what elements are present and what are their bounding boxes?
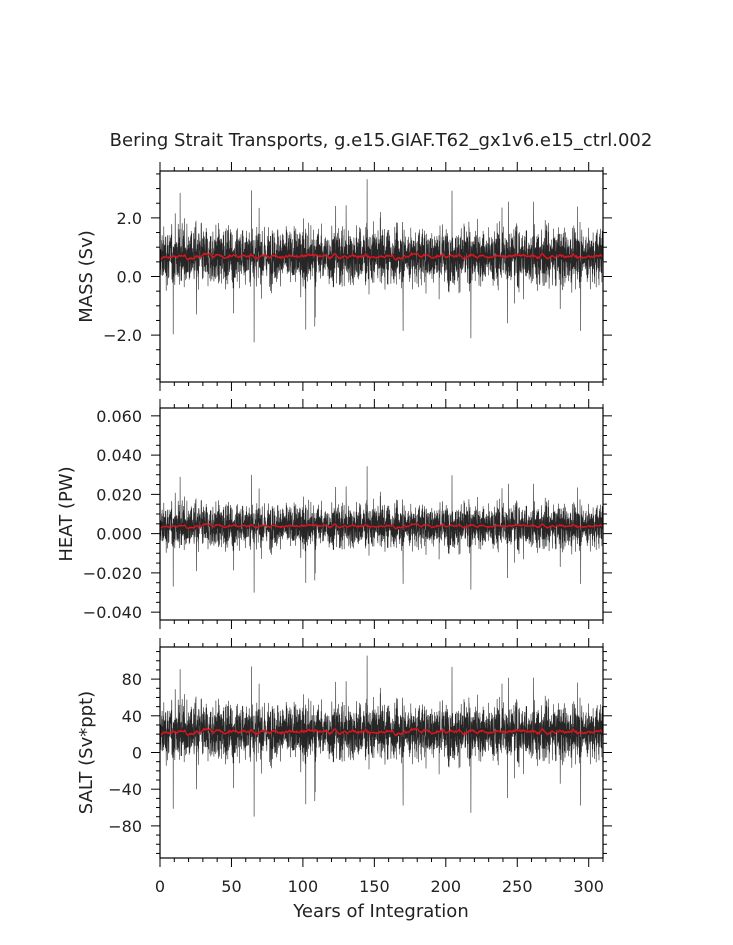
series-mass-raw xyxy=(159,179,604,343)
y-axis-label: MASS (Sv) xyxy=(76,230,97,323)
y-tick-label: 2.0 xyxy=(117,209,142,228)
y-tick-label: −0.040 xyxy=(83,603,142,622)
panel-heat: −0.040 −0.020 0.000 0.020 0.040 0.060 HEAT (PW… xyxy=(56,399,612,629)
y-tick-label: −80 xyxy=(108,817,142,836)
y-tick-label: 80 xyxy=(122,670,142,689)
y-tick-label: −0.020 xyxy=(83,564,142,583)
y-tick-label: −2.0 xyxy=(103,326,142,345)
y-tick-label: 0.0 xyxy=(117,268,142,287)
x-tick-label: 200 xyxy=(431,877,462,896)
panel-salt: 0 50 100 150 200 250 300 −80 −40 0 40 80 SALT (Sv*pp… xyxy=(76,638,612,896)
series-salt-smoothed xyxy=(159,726,604,737)
y-tick-label: 40 xyxy=(122,707,142,726)
series-salt-raw xyxy=(159,655,604,817)
y-axis-label: SALT (Sv*ppt) xyxy=(76,691,97,814)
y-tick-label: 0.000 xyxy=(96,525,142,544)
y-tick-label: 0.040 xyxy=(96,446,142,465)
panel-mass: −2.0 0.0 2.0 MASS (Sv) xyxy=(76,162,612,391)
chart-title: Bering Strait Transports, g.e15.GIAF.T62… xyxy=(110,130,653,151)
y-tick-label: 0.020 xyxy=(96,485,142,504)
x-axis-label: Years of Integration xyxy=(292,901,468,922)
y-axis-label: HEAT (PW) xyxy=(56,466,77,561)
series-mass-smoothed xyxy=(159,251,603,261)
y-tick-label: 0.060 xyxy=(96,407,142,426)
x-tick-label: 250 xyxy=(502,877,533,896)
chart-panels: −2.0 0.0 2.0 MASS (Sv) −0.040 −0.020 0.000 0.02… xyxy=(56,162,612,896)
x-tick-label: 300 xyxy=(573,877,604,896)
x-tick-label: 100 xyxy=(288,877,319,896)
y-tick-label: −40 xyxy=(108,780,142,799)
x-tick-label: 0 xyxy=(155,877,165,896)
x-tick-label: 50 xyxy=(221,877,241,896)
series-heat-raw xyxy=(159,466,604,593)
x-tick-label: 150 xyxy=(359,877,390,896)
y-tick-label: 0 xyxy=(132,744,142,763)
series-heat-smoothed xyxy=(159,522,603,530)
